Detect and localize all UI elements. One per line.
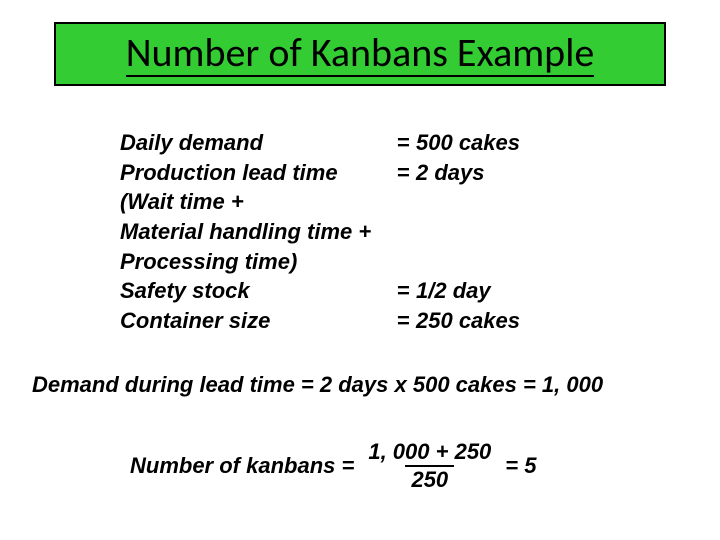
title-box: Number of Kanbans Example <box>54 22 666 86</box>
param-eq <box>390 187 416 217</box>
param-row: Production lead time = 2 days <box>120 158 520 188</box>
param-value: 1/2 day <box>416 276 520 306</box>
fraction-denominator: 250 <box>405 465 454 492</box>
kanban-rhs: = 5 <box>505 453 536 479</box>
param-label: Safety stock <box>120 276 390 306</box>
param-row: Processing time) <box>120 247 520 277</box>
param-eq: = <box>390 158 416 188</box>
param-eq: = <box>390 306 416 336</box>
param-label: Processing time) <box>120 247 390 277</box>
kanban-lhs: Number of kanbans = <box>130 453 354 479</box>
param-row: Safety stock = 1/2 day <box>120 276 520 306</box>
parameters-block: Daily demand = 500 cakes Production lead… <box>120 128 520 336</box>
param-eq: = <box>390 276 416 306</box>
param-value <box>416 247 520 277</box>
param-value: 500 cakes <box>416 128 520 158</box>
param-label: Production lead time <box>120 158 390 188</box>
param-label: Daily demand <box>120 128 390 158</box>
param-label: Material handling time + <box>120 217 390 247</box>
param-row: Daily demand = 500 cakes <box>120 128 520 158</box>
slide-title: Number of Kanbans Example <box>126 31 595 77</box>
param-label: (Wait time + <box>120 187 390 217</box>
param-eq <box>390 247 416 277</box>
param-row: Container size = 250 cakes <box>120 306 520 336</box>
fraction-numerator: 1, 000 + 250 <box>362 440 497 465</box>
kanban-count-calc: Number of kanbans = 1, 000 + 250 250 = 5 <box>130 440 537 492</box>
param-eq <box>390 217 416 247</box>
param-value <box>416 217 520 247</box>
demand-lead-time-calc: Demand during lead time = 2 days x 500 c… <box>32 372 603 398</box>
param-value <box>416 187 520 217</box>
param-value: 2 days <box>416 158 520 188</box>
param-row: (Wait time + <box>120 187 520 217</box>
fraction: 1, 000 + 250 250 <box>362 440 497 492</box>
param-label: Container size <box>120 306 390 336</box>
param-row: Material handling time + <box>120 217 520 247</box>
param-value: 250 cakes <box>416 306 520 336</box>
slide: Number of Kanbans Example Daily demand =… <box>0 0 720 540</box>
param-eq: = <box>390 128 416 158</box>
